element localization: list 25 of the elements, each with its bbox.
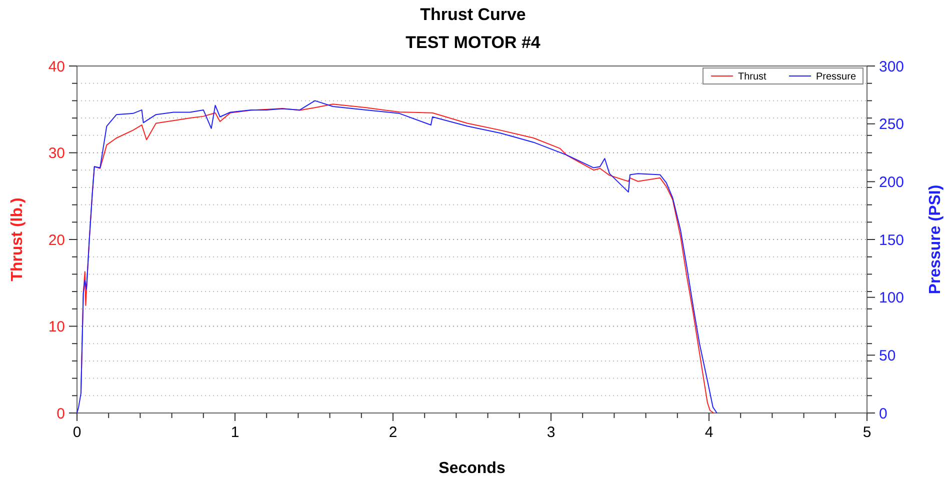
y2-axis-title: Pressure (PSI) (927, 184, 944, 294)
y2-tick-label: 300 (879, 58, 904, 76)
x-tick-label: 4 (704, 424, 714, 441)
y-tick-label: 10 (48, 318, 65, 336)
x-tick-label: 1 (230, 424, 240, 441)
chart-title: Thrust Curve (420, 5, 526, 24)
y2-tick-label: 150 (879, 232, 904, 249)
y2-tick-label: 50 (879, 347, 896, 364)
y-tick-label: 20 (48, 232, 65, 249)
x-tick-label: 0 (72, 424, 82, 441)
y-tick-label: 30 (48, 145, 65, 162)
y2-tick-label: 250 (879, 116, 904, 134)
x-tick-label: 2 (388, 424, 398, 441)
x-axis-title: Seconds (438, 460, 506, 477)
legend-label: Pressure (816, 72, 856, 82)
x-tick-label: 3 (546, 424, 556, 441)
y2-tick-label: 200 (879, 174, 904, 191)
y2-tick-label: 100 (879, 290, 904, 307)
legend-label: Thrust (738, 72, 767, 82)
y-axis-title: Thrust (lb.) (9, 198, 26, 282)
chart-subtitle: TEST MOTOR #4 (406, 33, 541, 52)
y-tick-label: 40 (48, 58, 65, 76)
x-tick-label: 5 (862, 424, 872, 441)
y2-tick-label: 0 (879, 405, 888, 422)
y-tick-label: 0 (56, 405, 65, 422)
